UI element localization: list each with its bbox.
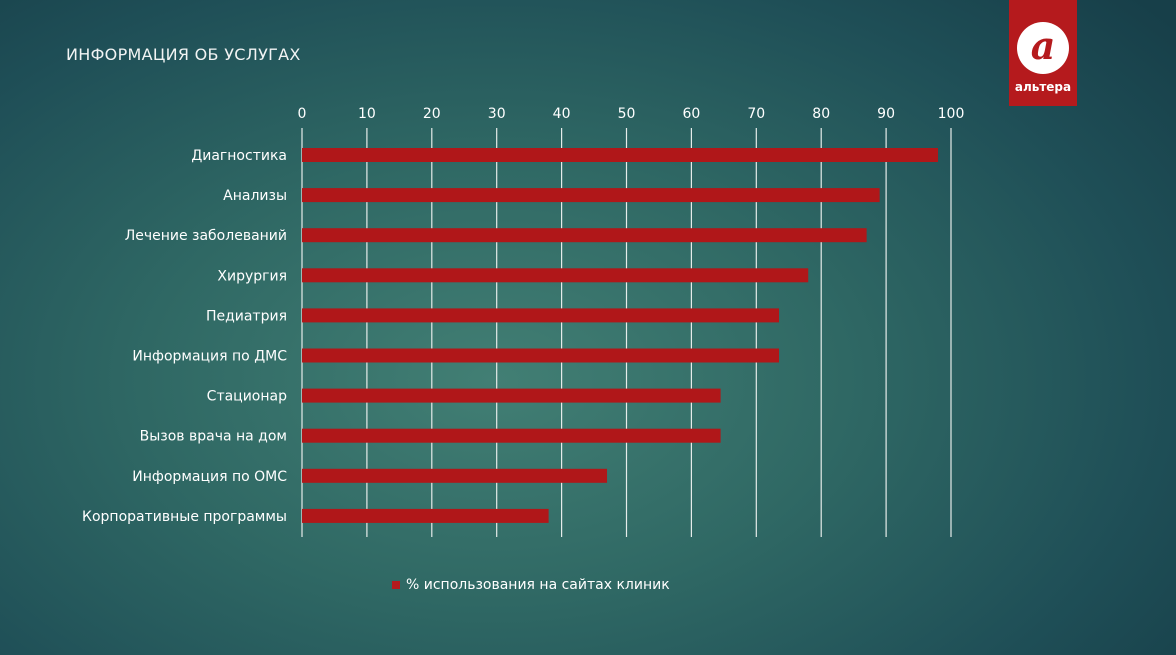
category-label: Анализы <box>223 188 287 204</box>
legend: % использования на сайтах клиник <box>392 577 670 593</box>
category-label: Лечение заболеваний <box>125 228 287 244</box>
bar <box>302 348 780 363</box>
category-label: Диагностика <box>191 148 287 164</box>
legend-swatch <box>392 581 400 589</box>
bar <box>302 388 721 403</box>
bar <box>302 428 721 443</box>
bar <box>302 188 880 203</box>
x-tick-label: 20 <box>423 106 441 122</box>
altera-logo: а альтера <box>1009 0 1077 106</box>
x-tick-label: 60 <box>682 106 700 122</box>
bar <box>302 508 549 523</box>
x-tick-label: 90 <box>877 106 895 122</box>
bar <box>302 228 867 243</box>
bar <box>302 468 608 483</box>
logo-mark-icon: а <box>1017 22 1069 74</box>
category-label: Педиатрия <box>206 308 287 324</box>
x-tick-label: 40 <box>553 106 571 122</box>
x-tick-label: 50 <box>618 106 636 122</box>
bar <box>302 148 939 162</box>
category-label: Информация по ОМС <box>132 469 287 485</box>
x-tick-label: 0 <box>298 106 307 122</box>
x-tick-label: 30 <box>488 106 506 122</box>
category-label: Информация по ДМС <box>132 349 287 365</box>
x-tick-label: 80 <box>812 106 830 122</box>
x-tick-label: 100 <box>938 106 965 122</box>
bar <box>302 268 809 283</box>
legend-label: % использования на сайтах клиник <box>406 577 670 593</box>
logo-text: альтера <box>1014 80 1072 94</box>
chart-title: ИНФОРМАЦИЯ ОБ УСЛУГАХ <box>66 45 301 64</box>
category-label: Вызов врача на дом <box>140 429 287 445</box>
bar <box>302 308 780 323</box>
category-label: Стационар <box>207 389 287 405</box>
x-tick-label: 70 <box>747 106 765 122</box>
category-label: Хирургия <box>217 268 287 284</box>
x-tick-label: 10 <box>358 106 376 122</box>
category-label: Корпоративные программы <box>82 509 287 525</box>
